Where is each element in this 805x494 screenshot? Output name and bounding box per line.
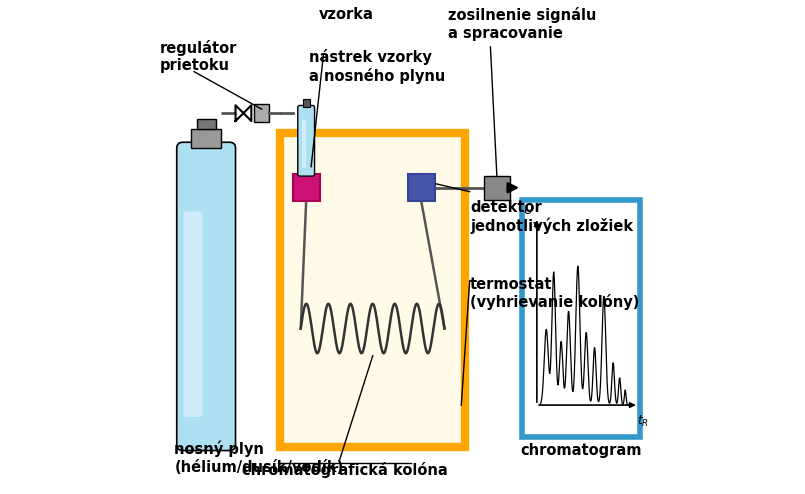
Bar	[407, 174, 435, 202]
Text: vzorka: vzorka	[319, 7, 374, 22]
Bar	[303, 99, 309, 108]
Text: chromatografická kolóna: chromatografická kolóna	[242, 462, 448, 478]
Text: regulátor
prietoku: regulátor prietoku	[159, 40, 237, 73]
FancyBboxPatch shape	[184, 211, 203, 417]
FancyBboxPatch shape	[298, 106, 315, 176]
Text: $U$: $U$	[523, 205, 534, 217]
Text: zosilnenie signálu
a spracovanie: zosilnenie signálu a spracovanie	[448, 7, 597, 41]
Bar	[196, 119, 216, 129]
Text: chromatogram: chromatogram	[520, 443, 642, 458]
Text: nosný plyn
(hélium/dusík/vodík): nosný plyn (hélium/dusík/vodík)	[174, 441, 344, 475]
Bar	[302, 120, 306, 168]
FancyBboxPatch shape	[177, 142, 236, 451]
Text: $t_R$: $t_R$	[637, 414, 649, 429]
FancyBboxPatch shape	[522, 200, 640, 437]
Bar	[292, 174, 320, 202]
Bar	[191, 129, 221, 148]
Bar	[484, 176, 510, 200]
Bar	[254, 104, 269, 122]
FancyBboxPatch shape	[280, 133, 465, 447]
Text: detektor
jednotlivých zložiek: detektor jednotlivých zložiek	[470, 200, 634, 234]
Text: nástrek vzorky
a nosného plynu: nástrek vzorky a nosného plynu	[308, 49, 445, 84]
Text: termostat
(vyhrievanie kolóny): termostat (vyhrievanie kolóny)	[470, 277, 639, 310]
